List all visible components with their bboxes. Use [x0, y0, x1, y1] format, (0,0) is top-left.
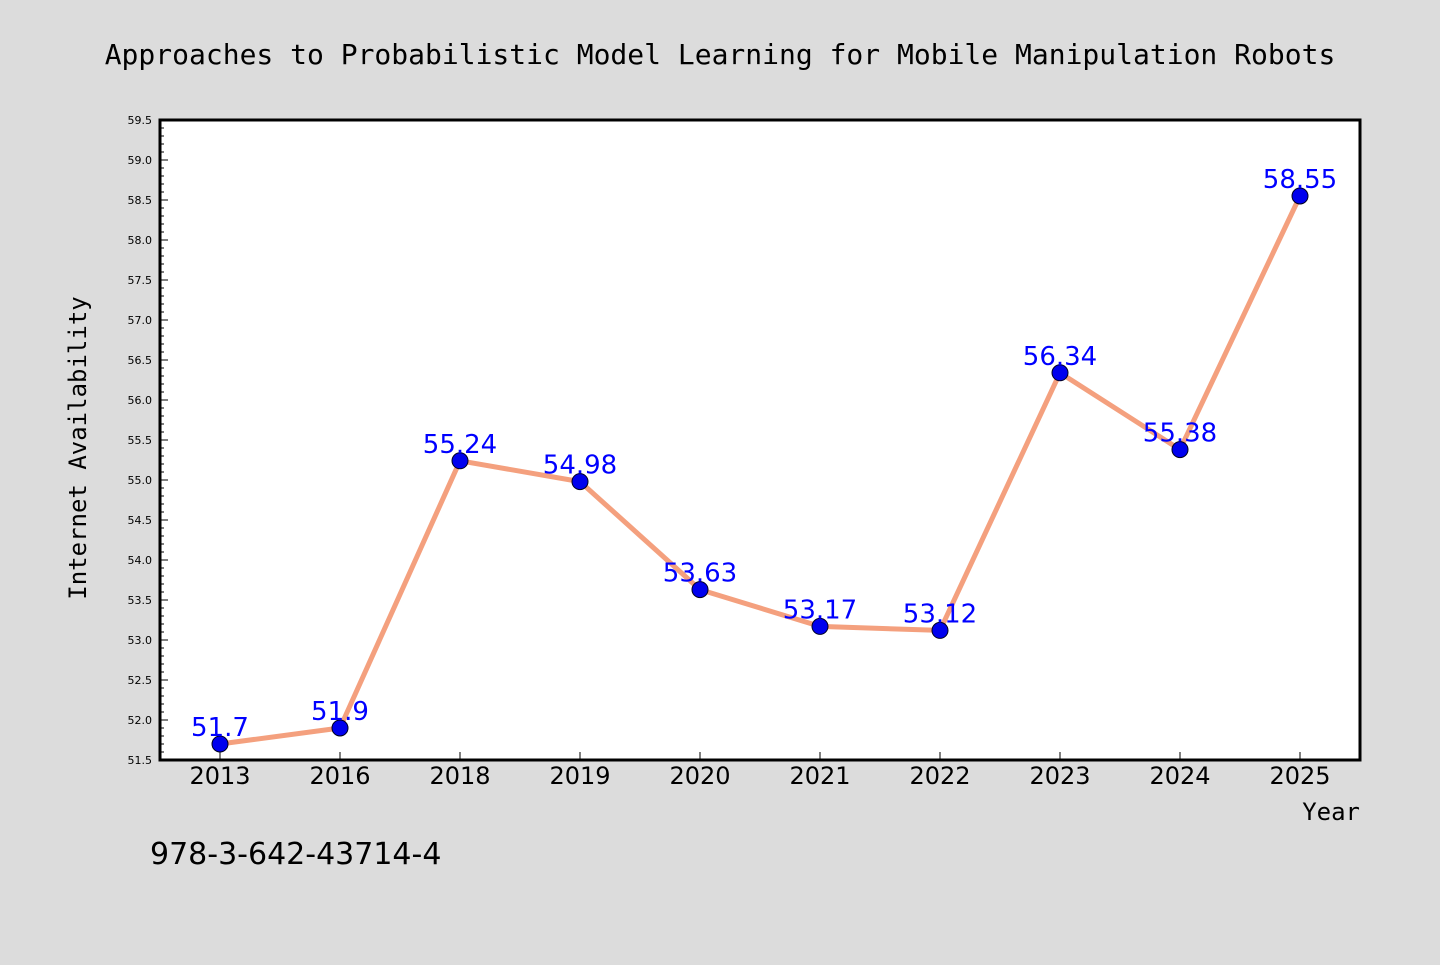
x-tick-label: 2022 — [909, 762, 970, 790]
x-axis-label: Year — [1302, 798, 1360, 826]
plot-frame — [158, 118, 1362, 762]
x-tick-label: 2018 — [429, 762, 490, 790]
data-point — [931, 621, 949, 639]
data-point — [691, 581, 709, 599]
x-tick-label: 2020 — [669, 762, 730, 790]
x-tick-label: 2016 — [309, 762, 370, 790]
x-tick-label: 2019 — [549, 762, 610, 790]
data-point — [811, 617, 829, 635]
data-point — [331, 719, 349, 737]
x-tick-label: 2013 — [189, 762, 250, 790]
y-axis-ticks: 51.5 52.0 52.5 53.0 53.5 54.0 54.5 55.0 55.5 56.0… — [128, 114, 168, 767]
y-tick-label: 57.0 — [128, 314, 153, 327]
data-label: 58.55 — [1263, 165, 1337, 195]
data-label: 55.24 — [423, 430, 497, 460]
y-tick-label: 52.5 — [128, 674, 153, 687]
data-label: 51.9 — [311, 697, 369, 727]
x-tick-label: 2023 — [1029, 762, 1090, 790]
data-label: 54.98 — [543, 451, 617, 481]
y-tick-label: 54.5 — [128, 514, 153, 527]
y-axis-label: Internet Availability — [64, 296, 92, 599]
data-label: 56.34 — [1023, 342, 1097, 372]
y-tick-label: 55.0 — [128, 474, 153, 487]
y-tick-label: 56.5 — [128, 354, 153, 367]
y-tick-label: 54.0 — [128, 554, 153, 567]
x-tick-label: 2021 — [789, 762, 850, 790]
y-tick-label: 58.0 — [128, 234, 153, 247]
plot-area — [160, 120, 1360, 760]
y-tick-label: 52.0 — [128, 714, 153, 727]
data-point — [451, 452, 469, 470]
data-point — [1051, 364, 1069, 382]
data-label: 55.38 — [1143, 419, 1217, 449]
data-point — [1171, 441, 1189, 459]
data-label: 51.7 — [191, 713, 249, 743]
x-tick-label: 2025 — [1269, 762, 1330, 790]
data-point — [1291, 187, 1309, 205]
data-label: 53.63 — [663, 559, 737, 589]
x-axis-ticks: 2013 2016 2018 2019 2020 2021 2022 2023 2024 2025 — [189, 752, 1331, 790]
y-tick-label: 51.5 — [128, 754, 153, 767]
series-line — [217, 193, 1303, 747]
data-point — [571, 473, 589, 491]
y-tick-label: 55.5 — [128, 434, 153, 447]
y-tick-label: 59.5 — [128, 114, 153, 127]
data-label: 53.12 — [903, 599, 977, 629]
y-tick-label: 53.5 — [128, 594, 153, 607]
y-tick-label: 58.5 — [128, 194, 153, 207]
y-tick-label: 53.0 — [128, 634, 153, 647]
data-point — [211, 735, 229, 753]
isbn-annotation: 978-3-642-43714-4 — [150, 837, 441, 872]
data-label: 53.17 — [783, 595, 857, 625]
y-tick-label: 57.5 — [128, 274, 153, 287]
y-tick-label: 56.0 — [128, 394, 153, 407]
y-tick-label: 59.0 — [128, 154, 153, 167]
chart-title: Approaches to Probabilistic Model Learni… — [105, 38, 1336, 71]
x-tick-label: 2024 — [1149, 762, 1210, 790]
data-series: 51.7 51.9 55.24 54.98 53.63 53.17 53.12 56.34 55… — [191, 165, 1337, 753]
